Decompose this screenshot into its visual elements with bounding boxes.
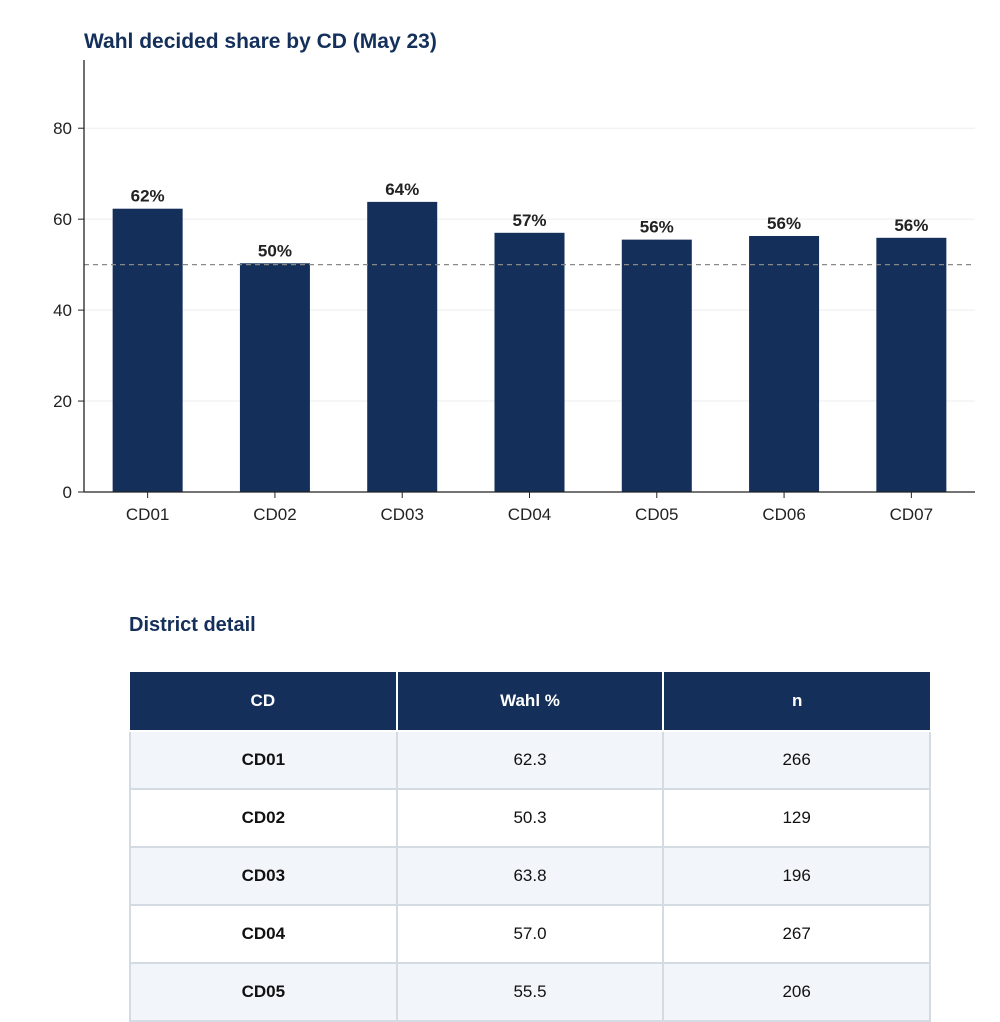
cell-wahl: 55.5 [395, 962, 665, 1022]
cell-cd: CD02 [129, 788, 398, 848]
bar [239, 263, 310, 492]
cell-cd: CD04 [129, 904, 398, 964]
table-row: CD01 62.3 266 [129, 730, 931, 790]
data-label: 56% [894, 216, 928, 235]
y-tick-label: 0 [63, 483, 72, 502]
data-label: 56% [640, 218, 674, 237]
data-label: 57% [512, 211, 546, 230]
bar [749, 235, 820, 492]
cell-wahl: 50.3 [395, 788, 665, 848]
table-row: CD03 63.8 196 [129, 846, 931, 906]
cell-n: 129 [662, 788, 931, 848]
column-header-n: n [662, 672, 930, 732]
y-tick-label: 40 [53, 301, 72, 320]
data-label: 56% [767, 214, 801, 233]
y-tick-label: 60 [53, 210, 72, 229]
data-label: 64% [385, 180, 419, 199]
bar [112, 208, 183, 492]
cell-n: 206 [662, 962, 931, 1022]
cell-cd: CD01 [129, 730, 398, 790]
column-header-wahl: Wahl % [395, 672, 665, 732]
data-label: 62% [131, 187, 165, 206]
x-tick-label: CD06 [762, 505, 805, 524]
x-tick-label: CD02 [253, 505, 296, 524]
labels: 0 20 40 60 80 62% CD01 50% CD02 64% CD03 57% CD04 56%… [53, 119, 933, 524]
y-tick-label: 80 [53, 119, 72, 138]
bar [876, 237, 947, 492]
table-row: CD05 55.5 206 [129, 962, 931, 1022]
y-tick-label: 20 [53, 392, 72, 411]
x-tick-label: CD03 [380, 505, 423, 524]
bar [367, 201, 438, 492]
cell-n: 196 [662, 846, 931, 906]
cell-wahl: 63.8 [395, 846, 665, 906]
table-row: CD02 50.3 129 [129, 788, 931, 848]
table-header-row: CD Wahl % n [130, 672, 930, 732]
table-title: District detail [129, 614, 256, 636]
bar [494, 232, 565, 493]
table-row: CD04 57.0 267 [129, 904, 931, 964]
bar [621, 239, 692, 492]
column-header-cd: CD [130, 672, 398, 732]
bars [112, 201, 947, 493]
cell-n: 266 [662, 730, 931, 790]
cell-wahl: 62.3 [395, 730, 665, 790]
x-tick-label: CD07 [890, 505, 933, 524]
cell-cd: CD03 [129, 846, 398, 906]
chart-title: Wahl decided share by CD (May 23) [84, 30, 437, 53]
bar-chart: Wahl decided share by CD (May 23) 0 20 40 6… [53, 30, 975, 524]
district-detail-table: CD Wahl % n CD01 62.3 266 CD02 50.3 129 … [129, 672, 931, 1022]
cell-n: 267 [662, 904, 931, 964]
data-label: 50% [258, 241, 292, 260]
x-tick-label: CD01 [126, 505, 169, 524]
axes [78, 60, 975, 498]
cell-cd: CD05 [129, 962, 398, 1022]
cell-wahl: 57.0 [395, 904, 665, 964]
x-tick-label: CD04 [508, 505, 551, 524]
x-tick-label: CD05 [635, 505, 678, 524]
